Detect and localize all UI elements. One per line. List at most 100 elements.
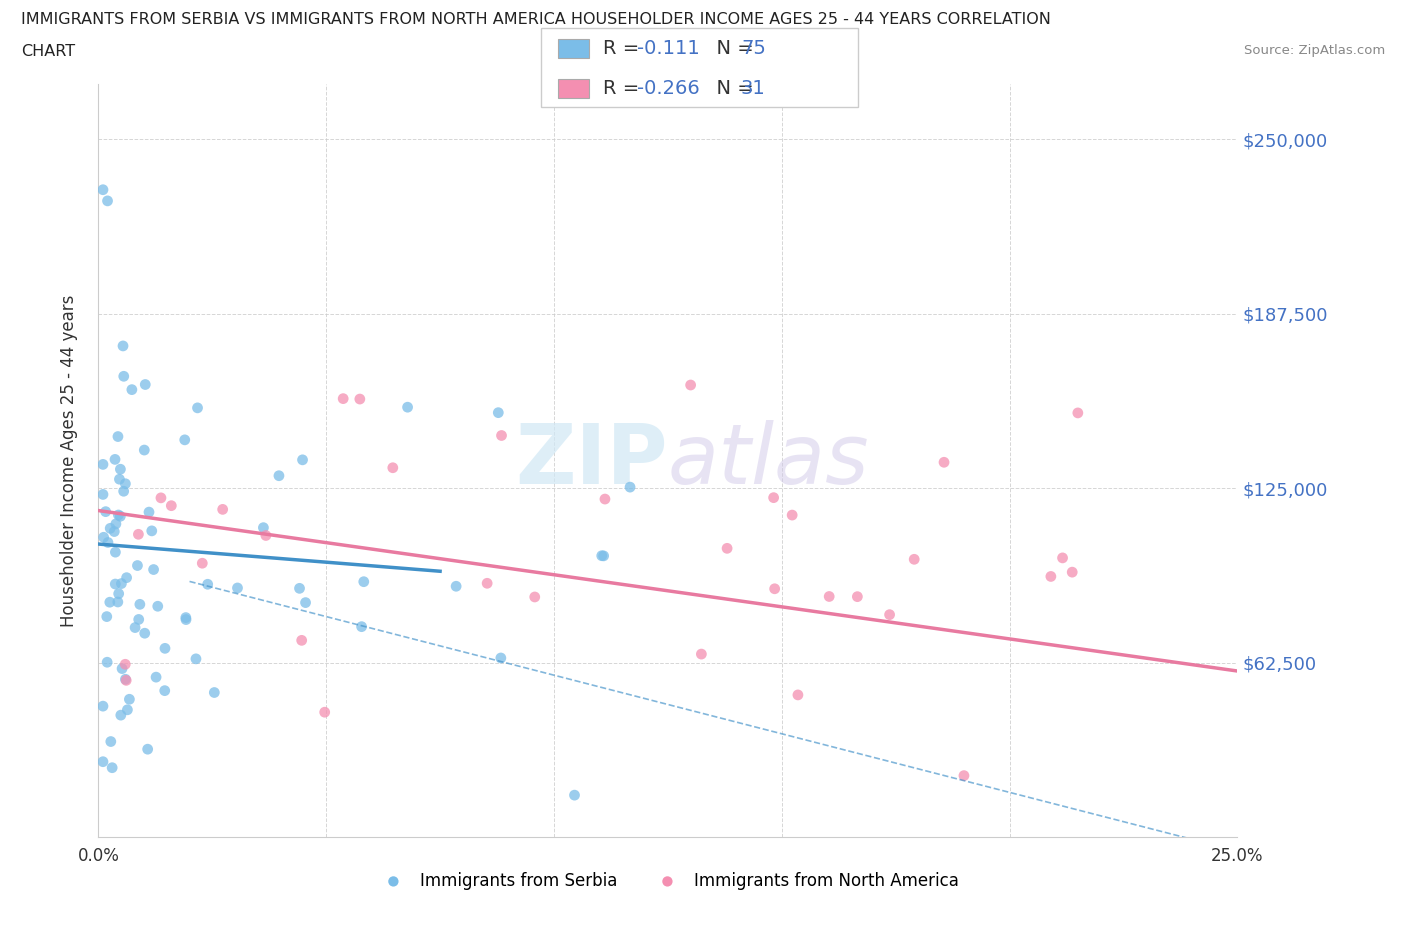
Immigrants from Serbia [110,462,132,477]
Immigrants from Serbia [486,405,509,420]
Immigrants from Serbia [186,401,208,416]
Immigrants from North America [953,768,976,783]
Immigrants from Serbia [174,612,197,627]
Immigrants from Serbia [174,610,197,625]
Immigrants from Serbia [91,457,114,472]
Immigrants from Serbia [564,788,586,803]
Immigrants from North America [763,581,786,596]
Immigrants from Serbia [134,377,156,392]
Immigrants from Serbia [91,487,114,502]
Immigrants from Serbia [111,661,134,676]
Immigrants from North America [690,646,713,661]
Immigrants from North America [818,589,841,604]
Immigrants from North America [349,392,371,406]
Immigrants from Serbia [124,620,146,635]
Immigrants from North America [903,551,925,566]
Immigrants from Serbia [97,535,120,550]
Immigrants from North America [1039,569,1062,584]
Immigrants from North America [932,455,955,470]
Immigrants from Serbia [121,382,143,397]
Text: R =: R = [603,39,645,58]
Immigrants from Serbia [104,452,127,467]
Text: N =: N = [704,39,761,58]
Text: 31: 31 [741,79,766,98]
Immigrants from Serbia [96,193,118,208]
Immigrants from North America [115,673,138,688]
Immigrants from Serbia [91,182,114,197]
Text: R =: R = [603,79,645,98]
Immigrants from North America [160,498,183,513]
Immigrants from Serbia [252,520,274,535]
Immigrants from Serbia [114,476,136,491]
Immigrants from Serbia [291,452,314,467]
Text: -0.111: -0.111 [637,39,700,58]
Immigrants from Serbia [396,400,419,415]
Immigrants from Serbia [98,521,121,536]
Immigrants from North America [762,490,785,505]
Immigrants from Serbia [115,570,138,585]
Immigrants from Serbia [96,609,118,624]
Immigrants from Serbia [592,549,614,564]
Immigrants from North America [1067,405,1090,420]
Immigrants from Serbia [146,599,169,614]
Immigrants from Serbia [173,432,195,447]
Immigrants from Serbia [294,595,316,610]
Immigrants from Serbia [619,480,641,495]
Immigrants from Serbia [202,685,225,700]
Immigrants from Serbia [112,369,135,384]
Legend: Immigrants from Serbia, Immigrants from North America: Immigrants from Serbia, Immigrants from … [370,865,966,897]
Immigrants from Serbia [128,612,150,627]
Immigrants from Serbia [110,576,132,591]
Immigrants from Serbia [591,549,613,564]
Immigrants from Serbia [107,586,129,601]
Immigrants from Serbia [134,443,156,458]
Immigrants from North America [879,607,901,622]
Immigrants from North America [1062,565,1084,579]
Y-axis label: Householder Income Ages 25 - 44 years: Householder Income Ages 25 - 44 years [59,294,77,627]
Immigrants from Serbia [267,469,290,484]
Immigrants from North America [679,378,702,392]
Immigrants from Serbia [101,760,124,775]
Immigrants from Serbia [107,508,129,523]
Immigrants from North America [491,428,513,443]
Immigrants from Serbia [136,742,159,757]
Immigrants from North America [291,633,314,648]
Immigrants from Serbia [112,484,135,498]
Immigrants from Serbia [104,516,127,531]
Immigrants from North America [846,590,869,604]
Immigrants from North America [149,490,172,505]
Immigrants from Serbia [108,472,131,486]
Immigrants from Serbia [96,655,118,670]
Immigrants from Serbia [145,670,167,684]
Immigrants from Serbia [197,577,219,591]
Immigrants from Serbia [141,524,163,538]
Immigrants from Serbia [107,594,129,609]
Immigrants from Serbia [104,577,127,591]
Immigrants from Serbia [142,562,165,577]
Immigrants from Serbia [350,619,373,634]
Immigrants from Serbia [103,525,125,539]
Text: 75: 75 [741,39,766,58]
Text: Source: ZipAtlas.com: Source: ZipAtlas.com [1244,44,1385,57]
Immigrants from North America [523,590,546,604]
Immigrants from Serbia [93,530,115,545]
Immigrants from North America [127,527,149,542]
Text: -0.266: -0.266 [637,79,700,98]
Immigrants from North America [191,556,214,571]
Immigrants from North America [1052,551,1074,565]
Immigrants from North America [314,705,336,720]
Immigrants from North America [780,508,803,523]
Immigrants from Serbia [184,651,207,666]
Immigrants from Serbia [153,641,176,656]
Immigrants from Serbia [489,651,512,666]
Immigrants from Serbia [104,545,127,560]
Text: CHART: CHART [21,44,75,59]
Immigrants from Serbia [128,597,150,612]
Immigrants from North America [593,492,616,507]
Immigrants from Serbia [127,558,149,573]
Immigrants from Serbia [353,574,375,589]
Immigrants from Serbia [117,702,139,717]
Immigrants from Serbia [288,581,311,596]
Text: IMMIGRANTS FROM SERBIA VS IMMIGRANTS FROM NORTH AMERICA HOUSEHOLDER INCOME AGES : IMMIGRANTS FROM SERBIA VS IMMIGRANTS FRO… [21,12,1050,27]
Immigrants from Serbia [91,754,114,769]
